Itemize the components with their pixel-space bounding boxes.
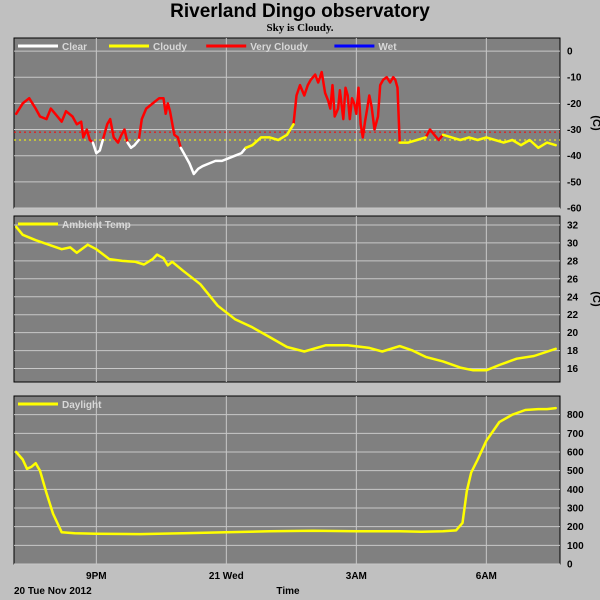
x-tick-label: 21 Wed xyxy=(209,571,244,582)
panel-ambient: 32 30 28 26 24 22 20 18 16 (C) Ambient Temp xyxy=(13,215,600,383)
sky-series-line-clear xyxy=(179,146,248,176)
daylight-ytick-label: 500 xyxy=(567,466,584,477)
ambient-ytick-label: 16 xyxy=(567,364,579,375)
sky-ytick-label: -20 xyxy=(567,99,582,110)
ambient-ytick-label: 22 xyxy=(567,310,579,321)
ambient-plot-area xyxy=(13,215,561,383)
daylight-ytick-label: 0 xyxy=(567,560,573,571)
sky-plot-area xyxy=(13,37,561,209)
daylight-ytick-label: 300 xyxy=(567,504,584,515)
sky-ytick-label: -30 xyxy=(567,125,582,136)
sky-series-line-cloudy xyxy=(398,136,427,144)
sky-ytick-label: -40 xyxy=(567,151,582,162)
legend-entry: Very Cloudy xyxy=(250,42,308,53)
ambient-y-axis-label: (C) xyxy=(590,291,600,307)
sky-series-line-very-cloudy xyxy=(292,70,401,144)
ambient-ytick-label: 32 xyxy=(567,220,579,231)
daylight-ytick-label: 800 xyxy=(567,410,584,421)
daylight-ytick-label: 700 xyxy=(567,429,584,440)
chart-subtitle: Sky is Cloudy. xyxy=(266,22,334,34)
sky-series-line-clear xyxy=(126,138,141,150)
sky-y-axis-label: (C) xyxy=(590,115,600,131)
date-label: 20 Tue Nov 2012 xyxy=(14,586,92,597)
sky-series-line-very-cloudy xyxy=(101,117,129,144)
sky-series-line-cloudy xyxy=(244,123,295,150)
ambient-ytick-label: 18 xyxy=(567,346,579,357)
ambient-ytick-label: 26 xyxy=(567,274,579,285)
sky-series-line-clear xyxy=(91,138,105,155)
legend-entry: Wet xyxy=(378,42,397,53)
ambient-ytick-label: 28 xyxy=(567,256,579,267)
x-tick-label: 6AM xyxy=(476,571,497,582)
daylight-series-line-daylight xyxy=(14,406,557,536)
ambient-ytick-label: 24 xyxy=(567,292,579,303)
daylight-ytick-label: 100 xyxy=(567,541,584,552)
ambient-ytick-label: 20 xyxy=(567,328,579,339)
legend-entry: Cloudy xyxy=(153,42,187,53)
ambient-series-line-ambient-temp xyxy=(14,225,557,372)
daylight-ytick-label: 400 xyxy=(567,485,584,496)
x-tick-label: 3AM xyxy=(346,571,367,582)
legend-entry: Daylight xyxy=(62,400,102,411)
panel-sky: 0 -10 -20 -30 -40 -50 -60 (C) Clear Cloudy Very Cl… xyxy=(13,37,600,215)
legend-entry: Clear xyxy=(62,42,87,53)
sky-series-line-very-cloudy xyxy=(137,96,183,150)
sky-series-line-very-cloudy xyxy=(424,128,445,142)
daylight-ytick-label: 600 xyxy=(567,448,584,459)
daylight-ytick-label: 200 xyxy=(567,522,584,533)
sky-ytick-label: -50 xyxy=(567,177,582,188)
x-tick-label: 9PM xyxy=(86,571,107,582)
chart-title: Riverland Dingo observatory xyxy=(170,1,430,22)
sky-series-line-cloudy xyxy=(441,133,557,150)
ambient-ytick-label: 30 xyxy=(567,238,579,249)
x-axis-label: Time xyxy=(276,586,300,597)
sky-ytick-label: -10 xyxy=(567,73,582,84)
legend-entry: Ambient Temp xyxy=(62,220,131,231)
panel-daylight: 800 700 600 500 400 300 200 100 0 Daylight xyxy=(13,395,584,571)
sky-ytick-label: -60 xyxy=(567,204,582,215)
sky-series-line-very-cloudy xyxy=(14,96,95,144)
sky-ytick-label: 0 xyxy=(567,47,573,58)
